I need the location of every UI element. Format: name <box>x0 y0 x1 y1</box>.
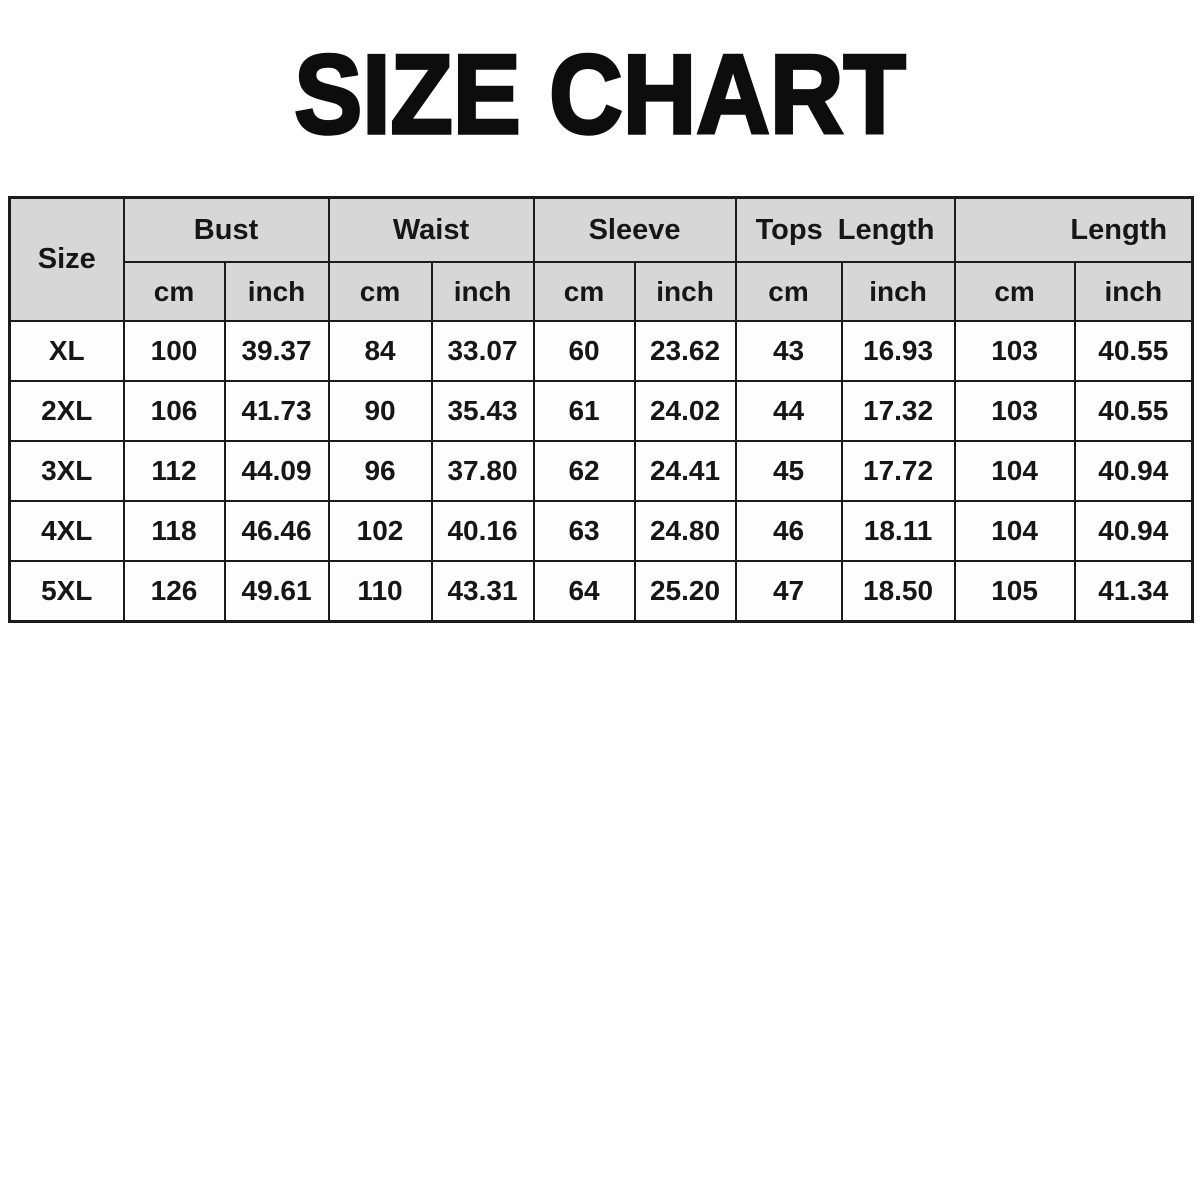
size-column-header: Size <box>8 196 125 322</box>
row-size-label: 2XL <box>8 380 125 442</box>
table-row: 3XL 112 44.09 96 37.80 62 24.41 45 17.72 104 40.94 <box>8 440 1194 502</box>
unit-header-cm: cm <box>327 261 433 322</box>
measurement-cell: 104 <box>953 440 1076 502</box>
unit-header-cm: cm <box>122 261 226 322</box>
measurement-cell: 41.73 <box>223 380 330 442</box>
row-size-label: 4XL <box>8 500 125 562</box>
measurement-cell: 61 <box>532 380 636 442</box>
group-header-sleeve: Sleeve <box>532 196 737 263</box>
measurement-cell: 40.94 <box>1073 440 1194 502</box>
measurement-cell: 18.11 <box>840 500 956 562</box>
measurement-cell: 24.41 <box>633 440 737 502</box>
measurement-cell: 49.61 <box>223 560 330 622</box>
table-row: 2XL 106 41.73 90 35.43 61 24.02 44 17.32 103 40.55 <box>8 380 1194 442</box>
measurement-cell: 43 <box>734 320 843 382</box>
measurement-cell: 110 <box>327 560 433 622</box>
table-row: 5XL 126 49.61 110 43.31 64 25.20 47 18.50 105 41.3… <box>8 560 1194 622</box>
header-row-groups: Size Bust Waist Sleeve Tops Length Lengt… <box>8 196 1194 322</box>
measurement-cell: 39.37 <box>223 320 330 382</box>
unit-header-inch: inch <box>223 261 330 322</box>
size-table: Size Bust Waist Sleeve Tops Length Lengt… <box>8 196 1195 623</box>
measurement-cell: 43.31 <box>430 560 535 622</box>
measurement-cell: 40.16 <box>430 500 535 562</box>
measurement-cell: 106 <box>122 380 226 442</box>
measurement-cell: 45 <box>734 440 843 502</box>
group-header-bust: Bust <box>122 196 330 263</box>
measurement-cell: 96 <box>327 440 433 502</box>
row-size-label: 3XL <box>8 440 125 502</box>
measurement-cell: 46.46 <box>223 500 330 562</box>
measurement-cell: 40.55 <box>1073 380 1194 442</box>
measurement-cell: 41.34 <box>1073 560 1194 622</box>
table-row: XL 100 39.37 84 33.07 60 23.62 43 16.93 103 40.55 <box>8 320 1194 382</box>
measurement-cell: 60 <box>532 320 636 382</box>
measurement-cell: 64 <box>532 560 636 622</box>
measurement-cell: 35.43 <box>430 380 535 442</box>
unit-header-inch: inch <box>430 261 535 322</box>
page-title: SIZE CHART <box>293 30 908 159</box>
measurement-cell: 103 <box>953 380 1076 442</box>
measurement-cell: 40.55 <box>1073 320 1194 382</box>
measurement-cell: 84 <box>327 320 433 382</box>
unit-header-inch: inch <box>840 261 956 322</box>
measurement-cell: 25.20 <box>633 560 737 622</box>
unit-header-inch: inch <box>633 261 737 322</box>
measurement-cell: 18.50 <box>840 560 956 622</box>
measurement-cell: 37.80 <box>430 440 535 502</box>
unit-header-inch: inch <box>1073 261 1194 322</box>
measurement-cell: 44.09 <box>223 440 330 502</box>
header-row-units: cm inch cm inch cm inch cm inch cm inch <box>10 261 1194 322</box>
unit-header-cm: cm <box>532 261 636 322</box>
group-header-length: Length <box>953 196 1194 263</box>
unit-header-cm: cm <box>734 261 843 322</box>
measurement-cell: 46 <box>734 500 843 562</box>
measurement-cell: 40.94 <box>1073 500 1194 562</box>
unit-header-cm: cm <box>953 261 1076 322</box>
measurement-cell: 118 <box>122 500 226 562</box>
measurement-cell: 17.72 <box>840 440 956 502</box>
measurement-cell: 62 <box>532 440 636 502</box>
group-header-waist: Waist <box>327 196 535 263</box>
measurement-cell: 102 <box>327 500 433 562</box>
measurement-cell: 24.02 <box>633 380 737 442</box>
measurement-cell: 100 <box>122 320 226 382</box>
row-size-label: XL <box>8 320 125 382</box>
measurement-cell: 105 <box>953 560 1076 622</box>
measurement-cell: 63 <box>532 500 636 562</box>
measurement-cell: 44 <box>734 380 843 442</box>
measurement-cell: 16.93 <box>840 320 956 382</box>
measurement-cell: 23.62 <box>633 320 737 382</box>
measurement-cell: 17.32 <box>840 380 956 442</box>
measurement-cell: 33.07 <box>430 320 535 382</box>
size-table-header: Size Bust Waist Sleeve Tops Length Lengt… <box>8 196 1194 322</box>
measurement-cell: 104 <box>953 500 1076 562</box>
measurement-cell: 103 <box>953 320 1076 382</box>
measurement-cell: 126 <box>122 560 226 622</box>
measurement-cell: 112 <box>122 440 226 502</box>
measurement-cell: 47 <box>734 560 843 622</box>
group-header-tops-length: Tops Length <box>734 196 956 263</box>
row-size-label: 5XL <box>8 560 125 622</box>
measurement-cell: 90 <box>327 380 433 442</box>
measurement-cell: 24.80 <box>633 500 737 562</box>
size-table-body: XL 100 39.37 84 33.07 60 23.62 43 16.93 103 40.55 2… <box>8 320 1194 622</box>
table-row: 4XL 118 46.46 102 40.16 63 24.80 46 18.11 104 40.9… <box>8 500 1194 562</box>
